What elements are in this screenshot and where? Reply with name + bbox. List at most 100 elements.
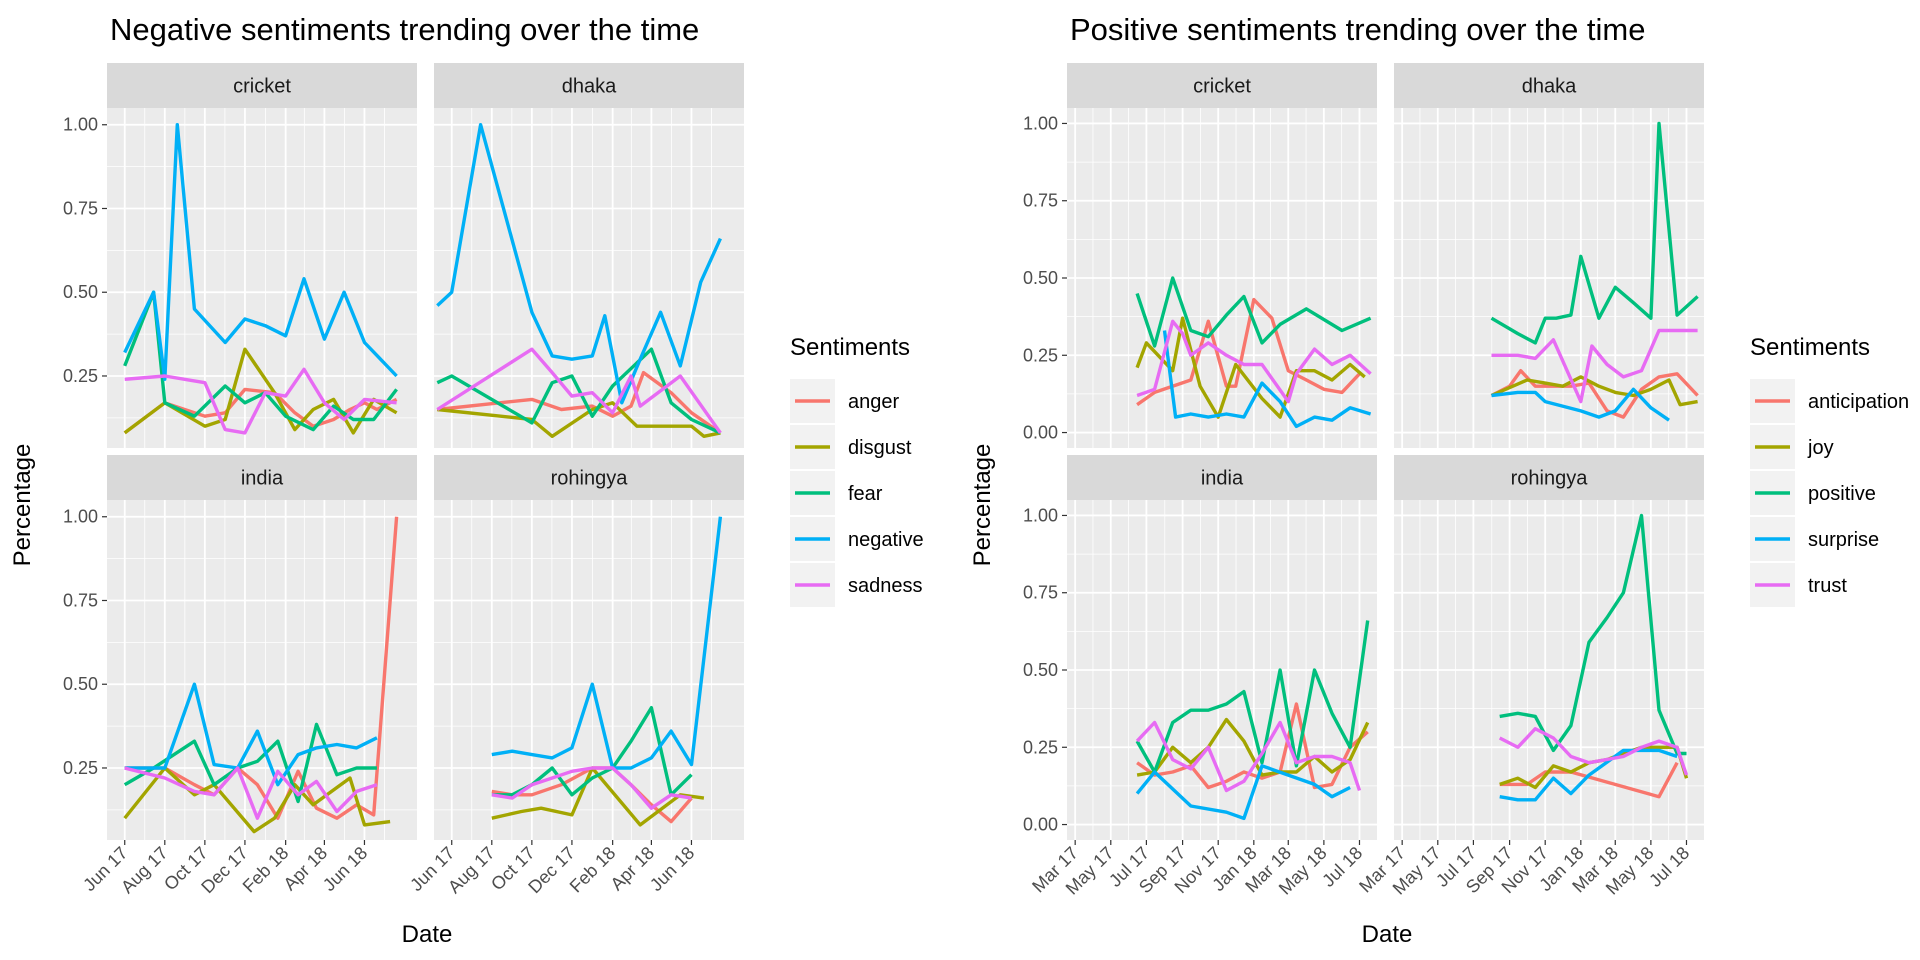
- series-line-fear: [123, 722, 377, 804]
- series-line-trust: [1135, 720, 1362, 793]
- y-tick-label: 0.50: [1023, 268, 1058, 288]
- series-line-sadness: [124, 367, 397, 435]
- y-tick-label: 0.25: [1023, 737, 1058, 757]
- series-line-sadness: [436, 347, 722, 434]
- series-line-surprise: [1135, 764, 1351, 821]
- legend-title: Sentiments: [790, 334, 910, 361]
- y-tick-label: 0.75: [1023, 191, 1058, 211]
- series-line-surprise: [1491, 387, 1670, 422]
- x-axis-title: Date: [402, 921, 453, 948]
- legend-label: joy: [1807, 437, 1834, 459]
- series-line-anticipation: [1136, 297, 1361, 407]
- series-line-positive: [1135, 276, 1372, 348]
- facet-strip: [1067, 455, 1377, 500]
- x-axis-title: Date: [1362, 921, 1413, 948]
- facet-panel-dhaka: dhaka: [434, 63, 744, 448]
- facet-panel-cricket: cricket: [107, 63, 417, 448]
- x-tick-label: Jun 18: [319, 843, 371, 895]
- facet-panel-rohingya: rohingya: [434, 455, 744, 840]
- series-line-positive: [1499, 513, 1687, 756]
- series-line-anticipation: [1136, 702, 1369, 790]
- legend-label: sadness: [848, 575, 923, 597]
- series-line-disgust: [437, 401, 721, 438]
- panel-background: [434, 500, 744, 840]
- facet-strip: [1394, 63, 1704, 108]
- series-line-joy: [1490, 375, 1698, 407]
- x-tick-label: Jun 18: [646, 843, 698, 895]
- facet-strip: [1067, 63, 1377, 108]
- facet-panel-india: india: [107, 455, 417, 840]
- legend-label: anticipation: [1808, 391, 1909, 413]
- y-tick-label: 0.50: [63, 282, 98, 302]
- series-line-trust: [1136, 319, 1372, 404]
- series-line-negative: [436, 122, 722, 405]
- x-tick-label: Feb 18: [239, 843, 293, 897]
- legend-label: disgust: [848, 437, 912, 459]
- y-tick-label: 0.00: [1023, 815, 1058, 835]
- facet-panel-india: india: [1067, 455, 1377, 840]
- facet-strip: [434, 455, 744, 500]
- chart-svg: Negative sentiments trending over the ti…: [9, 12, 924, 948]
- series-line-negative: [123, 122, 398, 381]
- series-line-trust: [1491, 328, 1698, 404]
- facet-label: cricket: [1193, 76, 1251, 98]
- legend-title: Sentiments: [1750, 334, 1870, 361]
- y-axis-title: Percentage: [969, 444, 996, 567]
- x-tick-label: Feb 18: [566, 843, 620, 897]
- negative-sentiments-chart: Negative sentiments trending over the ti…: [9, 12, 924, 948]
- x-tick-label: Jul 18: [1645, 843, 1693, 891]
- facet-strip: [1394, 455, 1704, 500]
- series-line-anticipation: [1499, 761, 1679, 799]
- chart-svg: Positive sentiments trending over the ti…: [969, 12, 1909, 948]
- legend: Sentiments anticipation joy positive surpris…: [1750, 334, 1909, 607]
- facet-label: india: [241, 468, 284, 490]
- legend-label: trust: [1808, 575, 1847, 597]
- series-line-positive: [1490, 121, 1699, 345]
- chart-title: Negative sentiments trending over the ti…: [110, 12, 699, 47]
- series-line-anticipation: [1490, 369, 1699, 419]
- y-tick-label: 0.75: [1023, 583, 1058, 603]
- facet-panel-rohingya: rohingya: [1394, 455, 1704, 840]
- series-line-trust: [1498, 727, 1689, 776]
- series-line-surprise: [1499, 748, 1678, 802]
- series-line-surprise: [1162, 330, 1372, 429]
- y-tick-label: 0.75: [63, 198, 98, 218]
- legend-label: surprise: [1808, 529, 1879, 551]
- y-tick-label: 0.25: [1023, 345, 1058, 365]
- facet-label: cricket: [233, 76, 291, 98]
- y-tick-label: 1.00: [1023, 505, 1058, 525]
- series-line-negative: [124, 682, 378, 787]
- facet-strip: [107, 455, 417, 500]
- series-line-anger: [123, 387, 398, 435]
- series-line-positive: [1135, 620, 1370, 774]
- facet-label: dhaka: [562, 76, 617, 98]
- positive-sentiments-chart: Positive sentiments trending over the ti…: [960, 0, 1920, 960]
- series-line-negative: [491, 516, 723, 770]
- facet-strip: [107, 63, 417, 108]
- y-tick-label: 1.00: [63, 115, 98, 135]
- legend-label: anger: [848, 391, 899, 413]
- y-tick-label: 1.00: [63, 507, 98, 527]
- y-tick-label: 0.75: [63, 590, 98, 610]
- facet-label: india: [1201, 468, 1244, 490]
- facet-label: rohingya: [1511, 468, 1589, 490]
- y-tick-label: 0.25: [63, 758, 98, 778]
- series-line-sadness: [491, 766, 692, 810]
- series-line-disgust: [491, 766, 705, 827]
- facet-panel-dhaka: dhaka: [1394, 63, 1704, 448]
- panel-background: [434, 108, 744, 448]
- y-tick-label: 0.25: [63, 366, 98, 386]
- legend: Sentiments anger disgust fear negative sadnes…: [790, 334, 924, 607]
- y-tick-label: 0.50: [1023, 660, 1058, 680]
- series-line-joy: [1136, 717, 1370, 777]
- series-line-joy: [1135, 316, 1366, 419]
- series-line-disgust: [123, 347, 398, 435]
- y-tick-label: 0.50: [63, 674, 98, 694]
- legend-label: negative: [848, 529, 924, 551]
- y-tick-label: 0.00: [1023, 423, 1058, 443]
- y-tick-label: 1.00: [1023, 113, 1058, 133]
- facet-strip: [434, 63, 744, 108]
- y-axis-title: Percentage: [9, 444, 36, 567]
- facet-panel-cricket: cricket: [1067, 63, 1377, 448]
